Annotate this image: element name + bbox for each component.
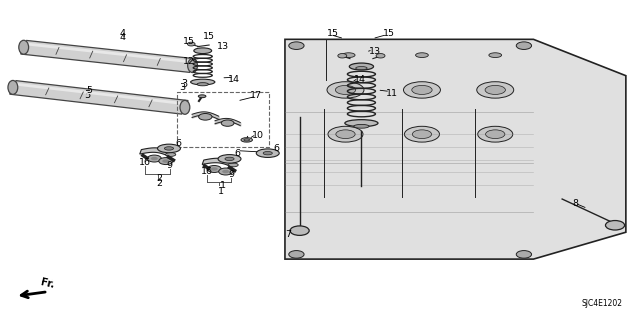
Circle shape — [198, 114, 212, 120]
Text: 1: 1 — [218, 187, 224, 196]
Text: 11: 11 — [386, 89, 398, 98]
Ellipse shape — [164, 147, 173, 150]
Ellipse shape — [225, 157, 234, 160]
Text: SJC4E1202: SJC4E1202 — [582, 299, 623, 308]
Text: 9: 9 — [166, 161, 173, 170]
Ellipse shape — [403, 82, 440, 98]
Circle shape — [289, 250, 304, 258]
Circle shape — [188, 42, 195, 46]
Ellipse shape — [489, 53, 502, 57]
Text: 2: 2 — [156, 179, 163, 189]
Ellipse shape — [327, 82, 364, 98]
Text: 6: 6 — [175, 138, 182, 148]
Text: 4: 4 — [120, 29, 125, 39]
Text: 16: 16 — [139, 158, 151, 167]
Circle shape — [222, 170, 229, 173]
Polygon shape — [14, 83, 187, 105]
Text: 6: 6 — [235, 149, 241, 158]
Text: 7: 7 — [285, 230, 291, 239]
Text: 15: 15 — [383, 28, 395, 38]
Circle shape — [376, 54, 385, 58]
Ellipse shape — [157, 144, 180, 153]
Ellipse shape — [228, 163, 238, 167]
Ellipse shape — [191, 79, 215, 85]
Text: 3: 3 — [182, 79, 188, 89]
Text: 4: 4 — [120, 33, 125, 42]
Ellipse shape — [166, 152, 176, 156]
Ellipse shape — [335, 85, 356, 94]
Ellipse shape — [256, 149, 279, 158]
Ellipse shape — [477, 82, 514, 98]
Ellipse shape — [198, 95, 206, 98]
Ellipse shape — [336, 130, 355, 138]
Ellipse shape — [485, 85, 506, 94]
Circle shape — [338, 54, 347, 58]
Text: 15: 15 — [202, 32, 214, 41]
Circle shape — [159, 158, 173, 165]
Text: 13: 13 — [217, 42, 229, 51]
Circle shape — [163, 160, 170, 163]
Ellipse shape — [241, 138, 252, 142]
Polygon shape — [10, 81, 188, 114]
Circle shape — [516, 250, 532, 258]
Circle shape — [207, 166, 221, 173]
Circle shape — [221, 120, 234, 126]
Ellipse shape — [477, 126, 513, 142]
Ellipse shape — [412, 85, 432, 94]
Text: 15: 15 — [327, 28, 339, 38]
Ellipse shape — [180, 100, 190, 114]
Ellipse shape — [8, 80, 18, 94]
Ellipse shape — [197, 83, 209, 86]
Ellipse shape — [345, 120, 378, 127]
Ellipse shape — [356, 67, 367, 70]
Polygon shape — [20, 41, 196, 72]
Text: 17: 17 — [250, 91, 262, 100]
Ellipse shape — [19, 40, 29, 54]
Circle shape — [605, 220, 625, 230]
Ellipse shape — [486, 130, 505, 138]
Polygon shape — [285, 39, 626, 259]
Text: 5: 5 — [84, 90, 90, 100]
Polygon shape — [140, 148, 172, 157]
Circle shape — [289, 42, 304, 49]
Ellipse shape — [412, 130, 431, 138]
Ellipse shape — [354, 124, 369, 128]
Text: 1: 1 — [220, 181, 226, 190]
Ellipse shape — [188, 59, 198, 72]
Circle shape — [151, 157, 158, 160]
Text: 14: 14 — [228, 75, 240, 84]
Text: Fr.: Fr. — [40, 277, 56, 290]
Ellipse shape — [404, 126, 440, 142]
Circle shape — [211, 167, 218, 171]
Ellipse shape — [328, 126, 363, 142]
Text: 15: 15 — [184, 37, 195, 46]
Text: 6: 6 — [274, 144, 280, 153]
Ellipse shape — [415, 53, 428, 57]
Text: 9: 9 — [228, 170, 234, 179]
Polygon shape — [24, 42, 195, 63]
Text: 5: 5 — [86, 86, 92, 95]
Ellipse shape — [218, 155, 241, 163]
Ellipse shape — [349, 63, 374, 70]
Text: 16: 16 — [200, 167, 212, 176]
Text: 8: 8 — [572, 199, 578, 208]
Ellipse shape — [244, 139, 250, 141]
Circle shape — [219, 168, 233, 175]
Text: 13: 13 — [369, 47, 381, 56]
Circle shape — [290, 226, 309, 235]
Ellipse shape — [194, 48, 212, 54]
Circle shape — [516, 42, 532, 49]
Text: 10: 10 — [252, 131, 264, 140]
Ellipse shape — [342, 53, 355, 57]
Text: 2: 2 — [156, 174, 163, 183]
Polygon shape — [202, 158, 234, 167]
Text: 3: 3 — [179, 83, 186, 92]
Text: 12: 12 — [184, 57, 195, 66]
Ellipse shape — [263, 152, 273, 155]
Text: 14: 14 — [354, 75, 366, 84]
Circle shape — [147, 155, 161, 162]
